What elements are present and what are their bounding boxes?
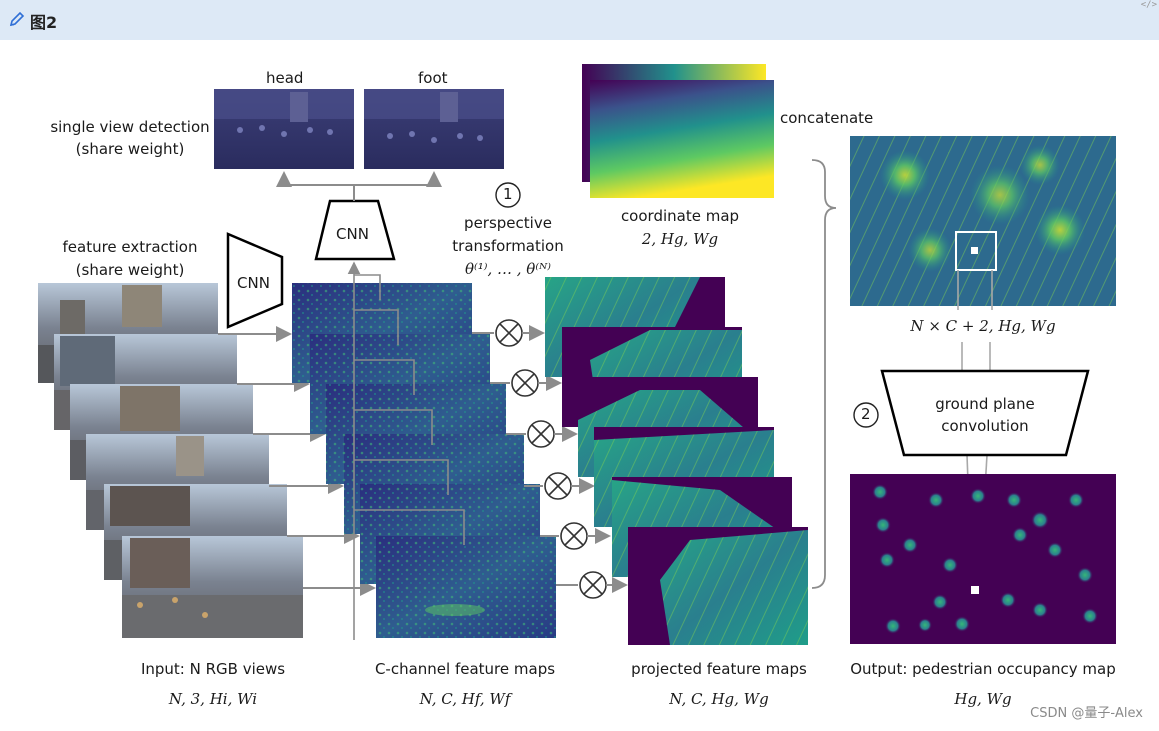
feature-to-cnn-lines [347,261,465,640]
ground-plane-conv-block [880,369,1090,457]
view-to-feature-arrows [218,326,376,596]
coordinate-map-image [582,64,774,198]
otimes-arrows [472,325,628,593]
perspective-label: perspective transformation θ⁽¹⁾, … , θ⁽ᴺ… [452,214,564,278]
cnn-top-label: CNN [336,225,369,243]
csdn-watermark: CSDN @量子-Alex [1030,706,1143,721]
step-1-marker [495,182,521,208]
cnn-top-block [314,199,396,261]
multiply-operators [495,319,607,599]
feature-maps-stack [292,283,556,638]
otimes-icon [560,522,588,550]
cnn-left-label: CNN [237,274,270,292]
concatenate-label: concatenate [780,109,874,127]
concat-dims-label: N × C + 2, Hg, Wg [910,317,1056,335]
step-1-number: 1 [503,185,513,203]
projected-maps-stack [545,277,808,645]
otimes-icon [511,369,539,397]
output-label: Output: pedestrian occupancy map Hg, Wg [850,660,1116,708]
rgb-views-stack [38,283,303,638]
figure-title: 图2 [30,13,58,32]
cnn-left-block [226,232,284,329]
foot-detection-image [364,89,504,169]
step-2-number: 2 [861,405,871,423]
head-detection-image [214,89,354,169]
pencil-icon[interactable] [8,10,26,28]
feature-maps-label: C-channel feature maps N, C, Hf, Wf [374,660,556,708]
coordinate-map-label: coordinate map 2, Hg, Wg [620,207,740,248]
feature-extraction-label: feature extraction (share weight) [62,238,198,279]
code-icon[interactable]: </> [1140,0,1157,10]
otimes-icon [495,319,523,347]
single-view-label: single view detection (share weight) [50,118,210,158]
concatenate-brace [811,159,837,589]
rgb-view [122,536,303,638]
input-label: Input: N RGB views N, 3, Hi, Wi [140,660,286,708]
otimes-icon [579,571,607,599]
foot-label: foot [418,69,448,87]
step-2-marker [853,402,879,428]
occupancy-map-image [850,474,1116,644]
concatenated-map-image [850,136,1116,306]
head-label: head [266,69,304,87]
ground-plane-label: ground plane convolution [935,395,1035,435]
projected-maps-label: projected feature maps N, C, Hg, Wg [631,660,807,708]
header-bar: 图2 </> [0,0,1159,40]
cnn-top-arrows [276,171,442,201]
otimes-icon [544,472,572,500]
otimes-icon [527,420,555,448]
